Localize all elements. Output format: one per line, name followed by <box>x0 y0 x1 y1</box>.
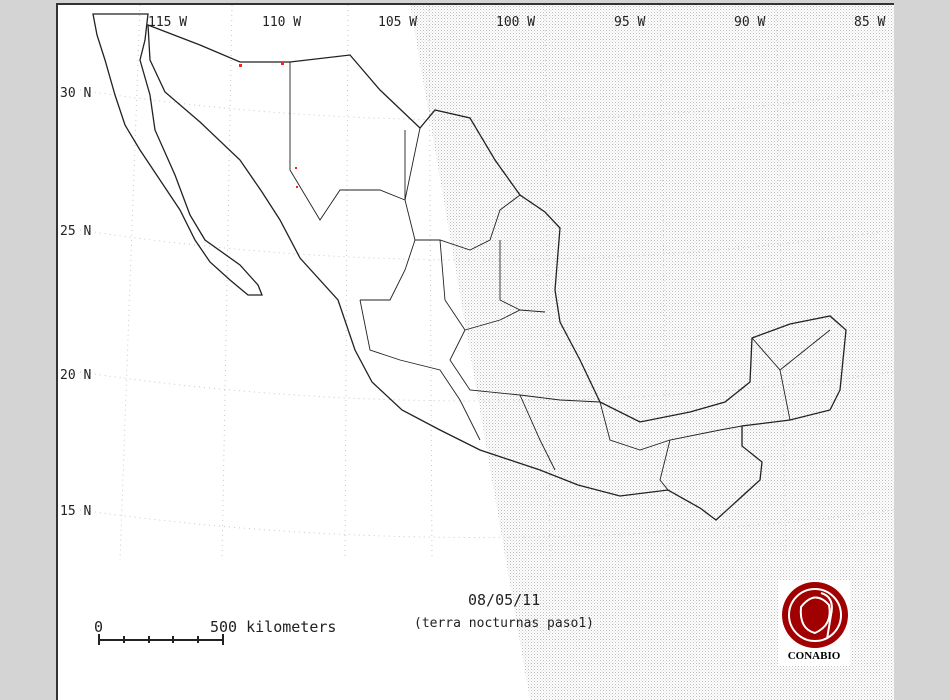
mexico-outline <box>92 13 847 521</box>
hotspot <box>281 62 284 65</box>
scale-bar <box>98 634 224 645</box>
latitude-label: 25 N <box>60 224 92 239</box>
longitude-label: 95 W <box>614 15 646 30</box>
hotspot <box>295 167 297 169</box>
latitude-label: 20 N <box>60 368 92 383</box>
longitude-label: 110 W <box>262 15 302 30</box>
longitude-label: 105 W <box>378 15 418 30</box>
mainland <box>147 24 847 521</box>
baja-california <box>92 13 263 296</box>
fire-hotspots <box>239 62 298 188</box>
scale-end-label: 500 kilometers <box>210 618 337 636</box>
longitude-label: 90 W <box>734 15 766 30</box>
hotspot <box>239 64 242 67</box>
longitude-label: 100 W <box>496 15 536 30</box>
longitude-label: 85 W <box>854 15 886 30</box>
logo-text: CONABIO <box>787 650 841 662</box>
hotspot <box>296 186 298 188</box>
map-date: 08/05/11 <box>468 591 541 609</box>
longitude-label: 115 W <box>148 15 188 30</box>
map-subtitle: (terra nocturnas paso1) <box>414 616 595 631</box>
night-shade-region <box>410 5 894 700</box>
graticule <box>79 4 895 561</box>
latitude-label: 15 N <box>60 504 92 519</box>
conabio-logo-box: CONABIO <box>778 580 850 666</box>
scale-start-label: 0 <box>94 618 104 636</box>
latitude-label: 30 N <box>60 86 92 101</box>
